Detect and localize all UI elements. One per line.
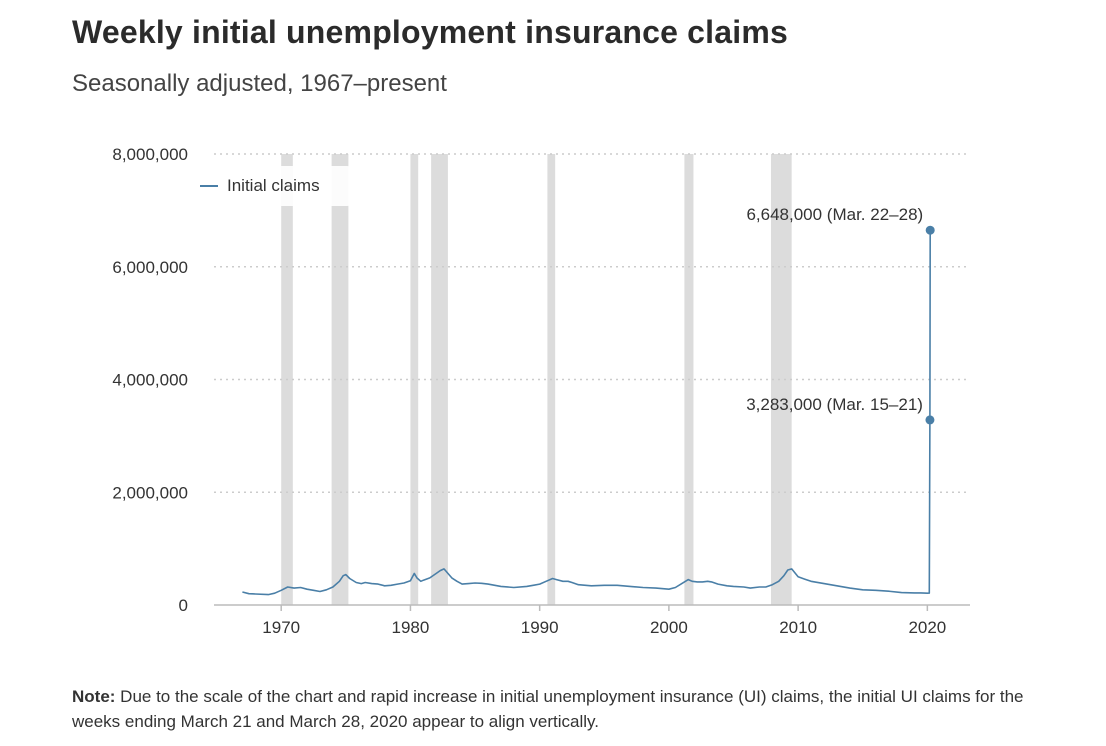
chart-title: Weekly initial unemployment insurance cl… [72, 14, 789, 50]
chart-note: Note: Due to the scale of the chart and … [72, 684, 1052, 734]
y-tick-label: 4,000,000 [112, 371, 188, 390]
x-tick-label: 2020 [908, 618, 946, 637]
y-axis: 0 2,000,000 4,000,000 6,000,000 8,000,000 [112, 145, 188, 615]
annotations: 6,648,000 (Mar. 22–28) 3,283,000 (Mar. 15… [746, 205, 935, 425]
x-tick-label: 2000 [650, 618, 688, 637]
y-tick-label: 6,000,000 [112, 258, 188, 277]
x-tick-label: 2010 [779, 618, 817, 637]
series-layer [242, 230, 932, 596]
note-text: Due to the scale of the chart and rapid … [72, 687, 1024, 731]
chart-subtitle: Seasonally adjusted, 1967–present [72, 70, 447, 97]
x-tick-label: 1980 [392, 618, 430, 637]
note-label: Note: [72, 687, 116, 706]
y-tick-label: 2,000,000 [112, 483, 188, 502]
y-tick-label: 8,000,000 [112, 145, 188, 164]
legend-box [190, 166, 353, 206]
y-tick-label: 0 [179, 596, 188, 615]
legend: Initial claims [190, 166, 353, 206]
x-tick-label: 1970 [262, 618, 300, 637]
line-chart: 0 2,000,000 4,000,000 6,000,000 8,000,000 19… [112, 145, 970, 637]
legend-label-initial-claims: Initial claims [227, 176, 320, 195]
recession-band-7 [770, 154, 792, 605]
recession-bands [281, 154, 792, 605]
recession-band-3 [410, 154, 419, 605]
x-axis: 1970 1980 1990 2000 2010 2020 [214, 604, 970, 637]
recession-band-4 [431, 154, 448, 605]
series-line-initial-claims [242, 230, 932, 596]
x-tick-label: 1990 [521, 618, 559, 637]
annotation-point-2 [925, 415, 935, 425]
annotation-point-1 [925, 225, 935, 235]
gridlines [214, 153, 970, 493]
annotation-label-2: 3,283,000 (Mar. 15–21) [746, 395, 923, 414]
annotation-label-1: 6,648,000 (Mar. 22–28) [746, 205, 923, 224]
